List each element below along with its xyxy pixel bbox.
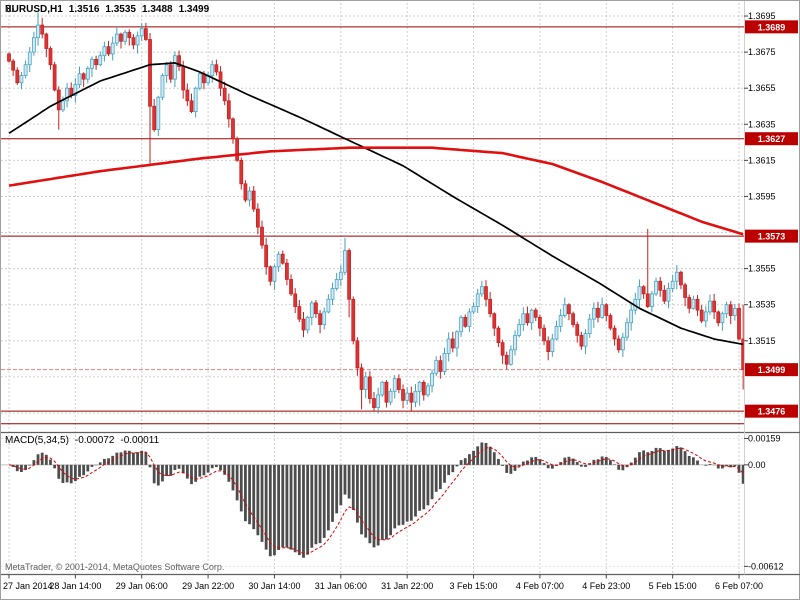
copyright-text: MetaTrader, © 2001-2014, MetaQuotes Soft…	[5, 562, 225, 572]
macd-axis-tick: 0.00159	[748, 433, 781, 443]
price-badge-label: 1.3689	[758, 22, 786, 32]
price-axis-tick: 1.3555	[748, 264, 776, 274]
chart-icon	[6, 5, 14, 12]
price-axis-tick: 1.3675	[748, 47, 776, 57]
time-axis-label: 5 Feb 15:00	[649, 581, 697, 591]
time-axis-label: 29 Jan 06:00	[116, 581, 168, 591]
macd-axis-tick: -0.00612	[748, 561, 784, 571]
time-axis-label: 27 Jan 2014	[3, 581, 53, 591]
chart-title-overlay: EURUSD,H1 1.3516 1.3535 1.3488 1.3499	[5, 4, 209, 15]
price-axis-tick: 1.3635	[748, 119, 776, 129]
symbol-timeframe-label: EURUSD,H1	[5, 4, 63, 15]
time-axis-label: 31 Jan 22:00	[381, 581, 433, 591]
black-ma-line	[8, 62, 744, 346]
macd-axis-tick: 0.00	[748, 460, 766, 470]
price-axis-tick: 1.3595	[748, 191, 776, 201]
time-axis-label: 31 Jan 06:00	[315, 581, 367, 591]
price-axis: 1.3695 1.3675 1.3655 1.3635 1.3615 1.3595 1.35…	[744, 11, 798, 418]
price-badge-label: 1.3573	[758, 232, 786, 242]
grid-lines	[1, 3, 744, 573]
price-axis-tick: 1.3535	[748, 300, 776, 310]
ohlc-open: 1.3516	[68, 4, 100, 15]
ohlc-close: 1.3499	[178, 4, 210, 15]
price-axis-tick: 1.3695	[748, 11, 776, 21]
time-axis-label: 29 Jan 22:00	[182, 581, 234, 591]
price-badge-label: 1.3627	[758, 134, 786, 144]
ohlc-low: 1.3488	[141, 4, 173, 15]
macd-name: MACD(5,34,5)	[5, 435, 69, 446]
price-line-badge	[745, 132, 798, 146]
panel-separators	[1, 1, 800, 576]
time-axis-label: 28 Jan 14:00	[49, 581, 101, 591]
price-axis-tick: 1.3515	[748, 336, 776, 346]
time-axis-label: 3 Feb 15:00	[450, 581, 498, 591]
price-line-badge	[745, 20, 798, 34]
price-badge-label: 1.3476	[758, 407, 786, 417]
support-resistance-lines	[1, 26, 744, 425]
red-ma-line	[8, 146, 744, 236]
price-line-badge	[745, 363, 798, 377]
price-badge-label: 1.3499	[758, 365, 786, 375]
price-line-badge	[745, 404, 798, 418]
macd-signal-line	[8, 446, 744, 555]
macd-axis: 0.00159 0.00 -0.00612	[744, 433, 784, 571]
time-axis-label: 4 Feb 23:00	[582, 581, 630, 591]
price-axis-tick: 1.3615	[748, 155, 776, 165]
time-axis-label: 6 Feb 07:00	[715, 581, 763, 591]
macd-indicator-label: MACD(5,34,5) -0.00072 -0.00011	[5, 435, 159, 446]
macd-signal-value: -0.00011	[120, 435, 160, 446]
price-line-badge	[745, 229, 798, 243]
macd-histogram	[11, 442, 745, 558]
time-axis-label: 30 Jan 14:00	[248, 581, 300, 591]
time-axis-label: 4 Feb 07:00	[516, 581, 564, 591]
price-axis-tick: 1.3655	[748, 83, 776, 93]
candlestick-series	[7, 12, 746, 414]
macd-value: -0.00072	[74, 435, 115, 446]
ohlc-high: 1.3535	[105, 4, 136, 15]
